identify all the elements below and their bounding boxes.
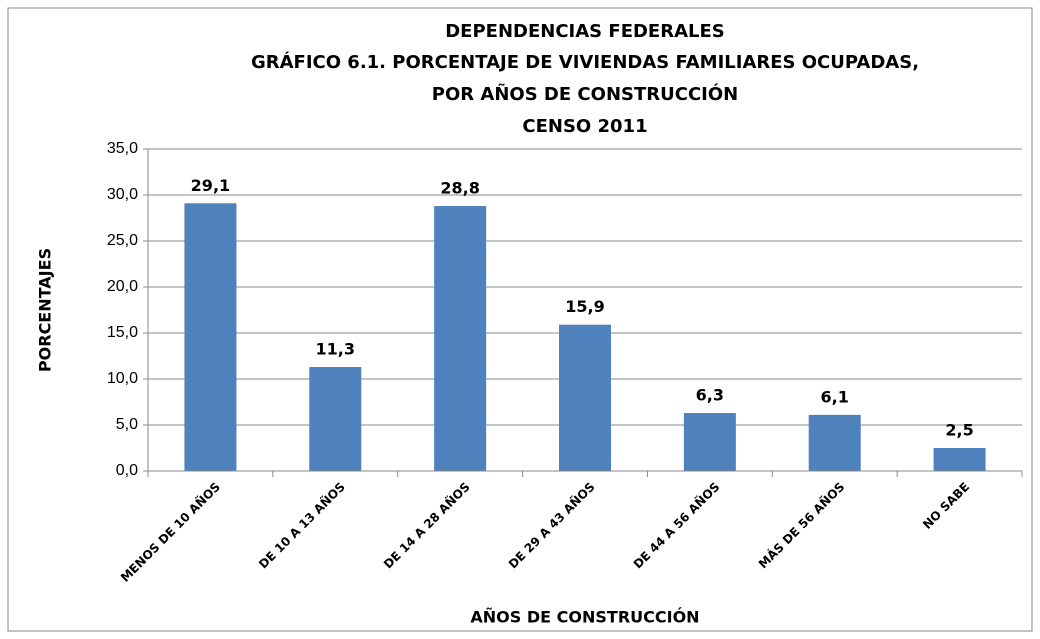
- value-label: 29,1: [191, 176, 230, 195]
- chart-title: POR AÑOS DE CONSTRUCCIÓN: [432, 82, 738, 105]
- y-tick-label: 35,0: [107, 140, 138, 157]
- y-tick-label: 15,0: [107, 324, 138, 341]
- bar: [933, 448, 986, 471]
- y-axis-title: PORCENTAJES: [36, 248, 55, 372]
- value-label: 6,1: [821, 387, 849, 406]
- bar: [559, 324, 611, 471]
- bar: [434, 206, 487, 472]
- chart-title: CENSO 2011: [522, 116, 647, 137]
- y-tick-label: 10,0: [107, 370, 138, 387]
- chart-border: [7, 7, 1033, 632]
- chart-title: DEPENDENCIAS FEDERALES: [445, 21, 725, 42]
- bar: [808, 414, 861, 471]
- value-label: 11,3: [316, 340, 355, 359]
- y-tick-label: 20,0: [107, 278, 138, 295]
- value-label: 28,8: [440, 179, 479, 198]
- chart-title: GRÁFICO 6.1. PORCENTAJE DE VIVIENDAS FAM…: [251, 51, 919, 73]
- x-axis-title: AÑOS DE CONSTRUCCIÓN: [470, 608, 699, 627]
- bar: [309, 367, 362, 471]
- y-tick-label: 5,0: [116, 416, 138, 433]
- bar: [184, 203, 237, 471]
- y-tick-label: 0,0: [116, 462, 138, 479]
- bar: [683, 413, 736, 471]
- value-label: 2,5: [945, 421, 973, 440]
- y-tick-label: 25,0: [107, 232, 138, 249]
- value-label: 15,9: [565, 297, 604, 316]
- value-label: 6,3: [696, 386, 724, 405]
- y-tick-label: 30,0: [107, 186, 138, 203]
